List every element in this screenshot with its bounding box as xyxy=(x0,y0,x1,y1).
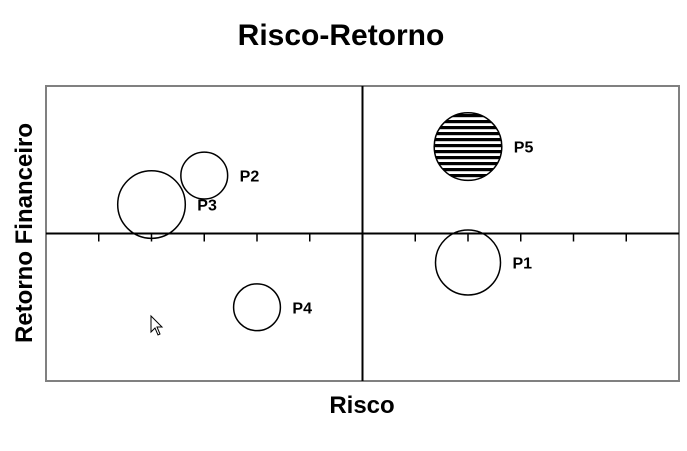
x-axis-label: Risco xyxy=(329,392,394,419)
x-axis-ticks xyxy=(98,233,627,242)
chart-title: Risco-Retorno xyxy=(238,19,445,52)
point-p5 xyxy=(433,112,503,182)
point-p1 xyxy=(434,229,502,296)
point-label-p2: P2 xyxy=(240,169,260,186)
mouse-cursor-icon xyxy=(150,314,164,336)
points-layer: P1 P2 P3 P4 P5 xyxy=(116,112,534,332)
point-label-p1: P1 xyxy=(513,255,533,272)
y-axis-label: Retorno Financeiro xyxy=(11,123,38,343)
point-p3 xyxy=(116,169,187,240)
point-label-p4: P4 xyxy=(292,300,312,317)
point-p2 xyxy=(180,151,229,200)
point-label-p3: P3 xyxy=(197,198,217,215)
point-label-p5: P5 xyxy=(514,140,534,157)
point-p4 xyxy=(232,283,282,332)
